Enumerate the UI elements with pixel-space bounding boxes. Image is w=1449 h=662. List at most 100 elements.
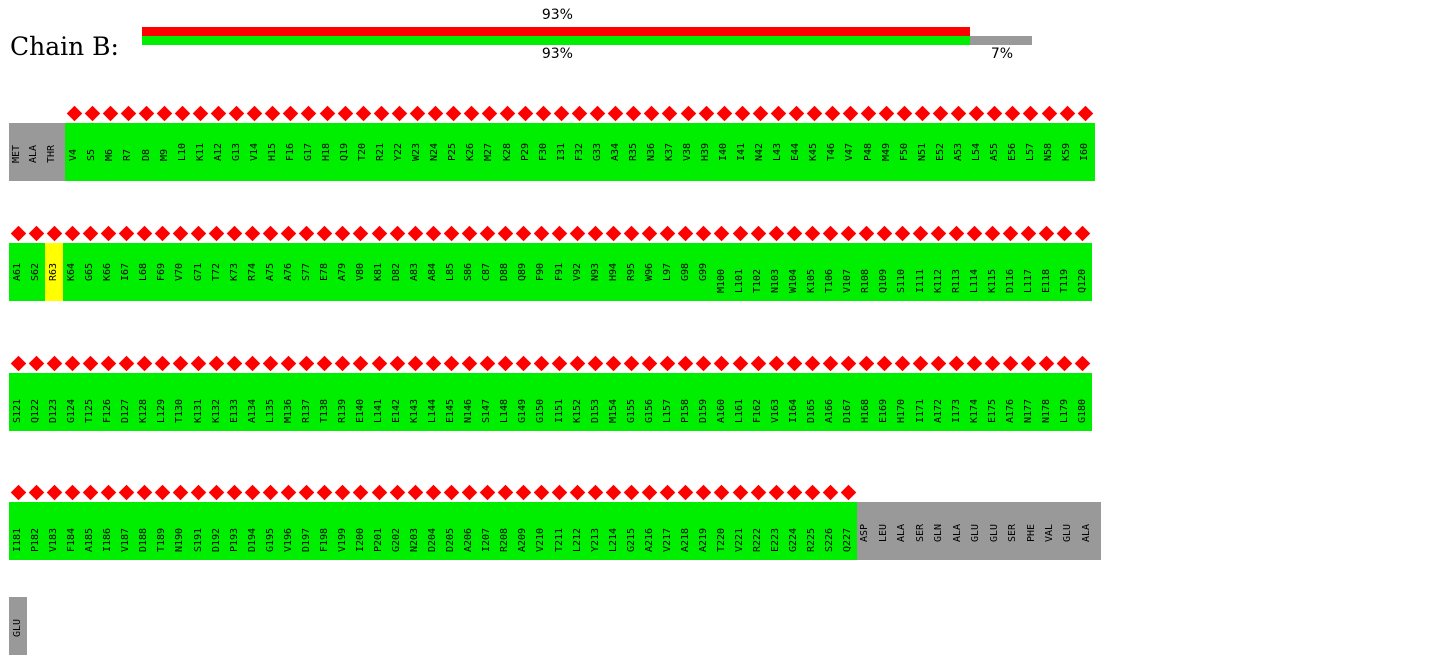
outlier-diamond-icon [553,105,570,122]
outlier-diamond-icon [605,355,622,372]
residue-label: L10 [176,142,188,161]
outlier-diamond-icon [822,355,839,372]
outlier-diamond-icon [208,355,225,372]
residue-label: A76 [282,262,294,281]
residue-label: R208 [499,527,511,552]
residue-cell [207,373,227,431]
residue-label: S121 [12,398,23,423]
residue-label: Y22 [393,142,405,161]
residue-label: N58 [1043,142,1054,161]
residue-cell [173,123,193,181]
residue-cell [390,123,409,181]
residue-label: A134 [246,398,258,423]
outlier-diamond-icon [46,355,62,372]
residue-label: A61 [12,262,23,281]
residue-label: L57 [1024,142,1036,161]
outlier-diamond-icon [1039,355,1055,372]
residue-label: V183 [48,527,60,552]
outlier-diamond-icon [535,105,552,122]
outlier-diamond-icon [118,355,135,372]
outlier-diamond-icon [461,355,478,372]
residue-cell [931,123,951,181]
residue-cell [767,243,786,301]
residue-cell [787,123,806,181]
residue-cell [1073,373,1093,431]
outlier-diamond-icon [391,105,408,122]
residue-cell [279,502,299,560]
outlier-diamond-icon [461,225,478,242]
residue-label: F50 [898,142,910,161]
residue-label: D194 [246,527,258,552]
outlier-diamond-icon [353,484,369,501]
outlier-diamond-icon [786,355,802,372]
outlier-diamond-icon [515,225,532,242]
residue-label: T102 [752,268,764,293]
residue-cell [318,123,337,181]
residue-label: K59 [1061,142,1073,161]
unmodelled-residue-label: ASP [859,523,871,542]
residue-label: T106 [824,268,836,293]
outlier-diamond-icon [66,105,83,122]
residue-cell [895,123,915,181]
outlier-diamond-icon [190,484,207,501]
residue-label: D188 [138,527,150,552]
residue-label: A75 [264,262,276,281]
residue-label: L148 [499,398,511,423]
residue-cell [911,243,931,301]
unmodelled-residue-label: LEU [877,523,889,542]
outlier-diamond-icon [10,484,26,501]
outlier-diamond-icon [896,105,913,122]
outlier-diamond-icon [894,355,911,372]
residue-cell [694,373,714,431]
unmodelled-residue-label: GLU [988,523,1000,542]
residue-label: T119 [1058,268,1070,293]
residue-cell [550,243,570,301]
outlier-diamond-icon [136,225,153,242]
residue-label: A79 [336,262,348,281]
residue-label: A83 [409,262,421,281]
residue-cell [769,123,788,181]
residue-cell [315,373,335,431]
outlier-diamond-icon [750,484,766,501]
residue-label: G224 [788,527,800,552]
residue-label: M154 [607,398,619,423]
residue-cell [297,502,317,560]
outlier-diamond-icon [244,225,261,242]
residue-cell [45,373,64,431]
residue-label: E78 [318,262,330,281]
residue-cell [496,502,515,560]
residue-cell [733,123,752,181]
residue-label: D8 [140,148,152,161]
residue-label: V221 [734,527,745,552]
residue-cell [354,123,373,181]
residue-cell [823,123,842,181]
outlier-diamond-icon [768,225,784,242]
outlier-diamond-icon [768,355,784,372]
residue-cell [622,243,642,301]
residue-cell [45,243,64,301]
residue-label: D88 [499,262,511,281]
residue-cell [1001,243,1021,301]
residue-cell [640,502,660,560]
residue-label: H18 [321,142,332,161]
residue-label: K66 [102,262,114,281]
residue-label: V107 [842,268,854,293]
residue-cell [207,243,227,301]
residue-label: L212 [571,527,583,552]
outlier-diamond-icon [84,105,101,122]
residue-label: S191 [192,527,204,552]
residue-cell [516,123,536,181]
outlier-diamond-icon [100,484,117,501]
residue-cell [658,373,678,431]
residue-cell [965,373,985,431]
residue-label: P201 [373,527,384,552]
residue-cell [153,373,172,431]
outlier-diamond-icon [644,105,660,122]
residue-label: L114 [968,268,980,293]
residue-cell [498,123,518,181]
outlier-diamond-icon [443,484,459,501]
unmodelled-residue-label: GLU [970,523,982,542]
residue-cell [225,502,245,560]
unmodelled-residue-label: GLU [12,618,23,637]
residue-cell [552,123,572,181]
